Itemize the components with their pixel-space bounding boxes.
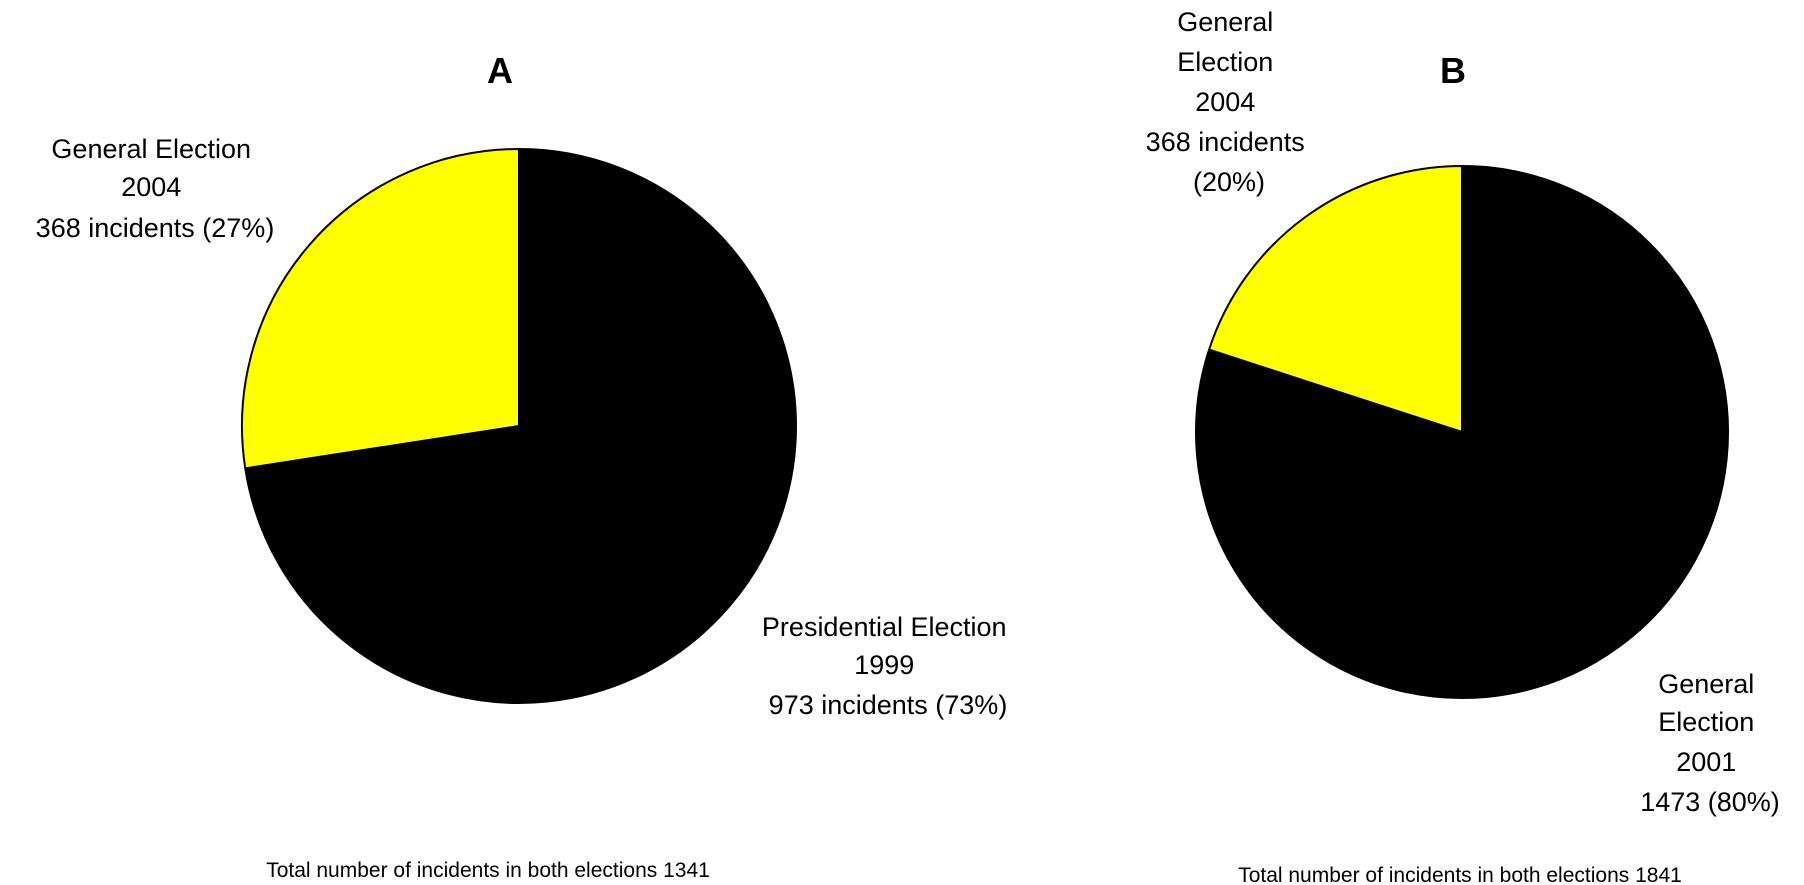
total-incidents-label-a: Total number of incidents in both electi… (266, 859, 710, 882)
slice-label-line: General Election (51, 134, 251, 164)
slice-label-line: (20%) (1193, 167, 1265, 197)
slice-label-line: 368 incidents (27%) (36, 213, 275, 243)
slice-label-line: General (1177, 7, 1273, 37)
slice-label-line: 1999 (854, 650, 914, 680)
chart-title-b: B (1440, 50, 1466, 91)
slice-label-line: 2004 (1195, 87, 1255, 117)
pie-slices-a (240, 148, 797, 704)
pie-slice-general-election-2004 (240, 148, 520, 470)
pie-chart-b: B General Election 2004 368 incidents (2… (1146, 7, 1780, 885)
slice-label-line: General (1658, 669, 1754, 699)
pie-chart-a: A General Election 2004 368 incidents (2… (36, 50, 1014, 882)
slice-label-line: 368 incidents (1146, 127, 1305, 157)
slice-label-line: 2001 (1676, 747, 1736, 777)
pie-slice-general-election-2004 (1208, 165, 1463, 433)
slice-label-presidential-election-1999-a: Presidential Election 1999 973 incidents… (762, 612, 1014, 720)
total-incidents-label-b: Total number of incidents in both electi… (1238, 864, 1682, 885)
slice-label-general-election-2004-a: General Election 2004 368 incidents (27%… (36, 134, 275, 243)
slice-label-general-election-2001-b: General Election 2001 1473 (80%) (1640, 669, 1780, 817)
slice-label-line: 2004 (121, 172, 181, 202)
slice-label-line: 1473 (80%) (1640, 787, 1780, 817)
slice-label-general-election-2004-b: General Election 2004 368 incidents (20%… (1146, 7, 1313, 197)
chart-title-a: A (487, 50, 513, 91)
pie-slice-presidential-election-1999 (244, 148, 797, 704)
pie-slices-b (1195, 165, 1730, 699)
slice-label-line: Presidential Election (762, 612, 1007, 642)
slice-label-line: Election (1177, 47, 1273, 77)
slice-label-line: 973 incidents (73%) (769, 690, 1008, 720)
slice-label-line: Election (1658, 707, 1754, 737)
